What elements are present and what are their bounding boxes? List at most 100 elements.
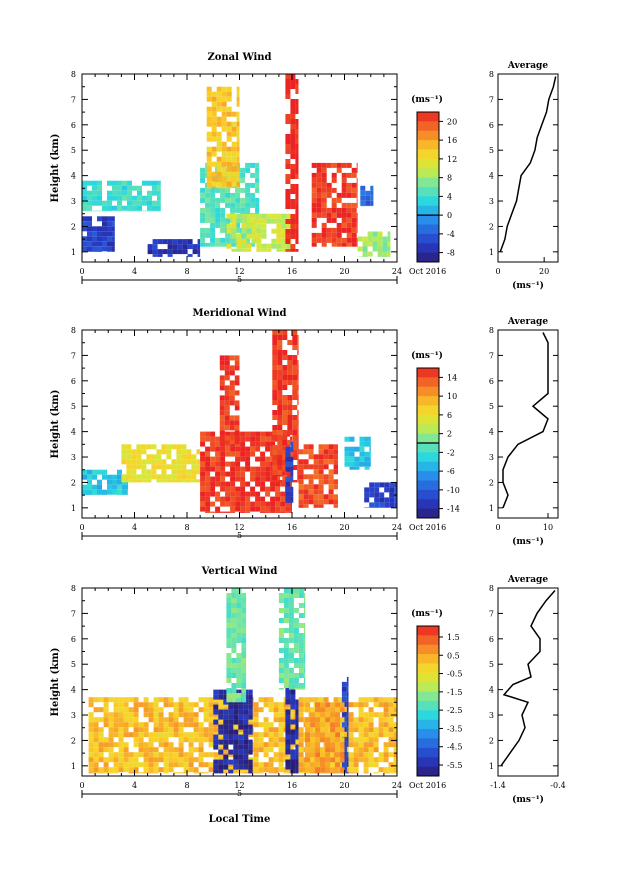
heatmap-cell	[378, 767, 384, 773]
heatmap-cell	[221, 181, 227, 187]
heatmap-cell	[205, 466, 211, 472]
heatmap-cell	[303, 494, 309, 500]
heatmap-cell	[148, 747, 154, 753]
heatmap-cell	[158, 697, 164, 703]
heatmap-cell	[210, 501, 216, 507]
heatmap-cell	[234, 365, 240, 371]
heatmap-cell	[88, 747, 94, 753]
heatmap-cell	[360, 195, 366, 201]
heatmap-cell	[102, 469, 107, 475]
heatmap-cell	[255, 197, 260, 203]
heatmap-cell	[126, 469, 132, 475]
heatmap-region	[200, 431, 292, 513]
heatmap-cell	[346, 686, 349, 692]
heatmap-cell	[245, 162, 251, 168]
heatmap-cell	[346, 721, 349, 727]
heatmap-cell	[205, 501, 211, 507]
heatmap-cell	[226, 223, 232, 229]
heatmap-cell	[295, 104, 299, 109]
heatmap-cell	[103, 767, 109, 773]
heatmap-cell	[356, 162, 358, 168]
heatmap-cell	[293, 623, 299, 628]
heatmap-cell	[265, 491, 271, 497]
heatmap-cell	[151, 464, 157, 470]
heatmap-cell	[97, 251, 102, 252]
heatmap-cell	[359, 441, 365, 447]
heatmap-cell	[343, 732, 349, 738]
heatmap-cell	[157, 254, 163, 257]
heatmap-cell	[233, 764, 239, 770]
heatmap-cell	[219, 360, 225, 366]
heatmap-cell	[325, 772, 331, 774]
heatmap-cell	[188, 742, 194, 748]
heatmap-cell	[351, 202, 357, 208]
colorbar-label: (ms⁻¹)	[411, 350, 443, 361]
heatmap-cell	[353, 717, 359, 723]
heatmap-cell	[256, 248, 262, 252]
heatmap-cell	[152, 205, 157, 211]
heatmap-cell	[272, 465, 278, 470]
heatmap-cell	[303, 678, 306, 683]
heatmap-cell	[236, 248, 242, 252]
heatmap-cell	[136, 459, 142, 465]
heatmap-cell	[230, 202, 236, 208]
heatmap-cell	[82, 489, 87, 495]
heatmap-cell	[351, 227, 357, 233]
x-tick-label: 4	[132, 267, 137, 276]
heatmap-cell	[231, 683, 237, 688]
heatmap-cell	[331, 217, 337, 223]
heatmap-cell	[298, 732, 304, 738]
heatmap-cell	[250, 446, 256, 452]
heatmap-cell	[226, 91, 232, 97]
heatmap-cell	[127, 185, 132, 191]
heatmap-cell	[389, 492, 395, 498]
heatmap-cell	[277, 430, 283, 435]
heatmap-cell	[298, 449, 304, 455]
heatmap-cell	[378, 717, 384, 723]
heatmap-cell	[236, 618, 242, 623]
heatmap-cell	[330, 702, 336, 708]
heatmap-cell	[363, 762, 369, 768]
heatmap-cell	[335, 727, 341, 733]
heatmap-cell	[178, 712, 184, 718]
heatmap-cell	[315, 702, 321, 708]
heatmap-cell	[200, 172, 206, 178]
heatmap-cell	[93, 737, 99, 743]
heatmap-cell	[288, 598, 294, 603]
heatmap-cell	[168, 752, 174, 758]
heatmap-region	[82, 180, 161, 212]
heatmap-cell	[272, 350, 278, 355]
heatmap-cell	[147, 205, 152, 211]
heatmap-cell	[382, 241, 388, 247]
heatmap-cell	[210, 431, 216, 437]
heatmap-cell	[123, 762, 129, 768]
heatmap-cell	[238, 759, 244, 765]
heatmap-cell	[265, 456, 271, 462]
heatmap-cell	[205, 242, 211, 247]
heatmap-cell	[260, 471, 266, 477]
heatmap-cell	[225, 197, 231, 203]
date-label: Oct 2016	[409, 523, 446, 532]
heatmap-cell	[298, 737, 304, 743]
heatmap-cell	[340, 702, 345, 708]
heatmap-cell	[92, 231, 97, 237]
heatmap-cell	[128, 712, 134, 718]
colorbar-tick-label: -0.5	[447, 670, 462, 679]
heatmap-cell	[383, 717, 389, 723]
heatmap-cell	[341, 686, 347, 692]
heatmap-cell	[241, 678, 247, 683]
heatmap-cell	[248, 699, 253, 705]
colorbar-segment	[417, 121, 439, 132]
heatmap-cell	[181, 469, 187, 475]
heatmap-cell	[108, 742, 114, 748]
heatmap-cell	[362, 236, 368, 242]
heatmap-cell	[298, 668, 304, 673]
average-x-tick-label: 0	[495, 267, 500, 276]
heatmap-cell	[152, 239, 158, 245]
heatmap-cell	[318, 474, 324, 480]
heatmap-cell	[393, 762, 397, 768]
heatmap-cell	[226, 698, 232, 703]
heatmap-cell	[173, 707, 179, 713]
heatmap-cell	[215, 466, 221, 472]
